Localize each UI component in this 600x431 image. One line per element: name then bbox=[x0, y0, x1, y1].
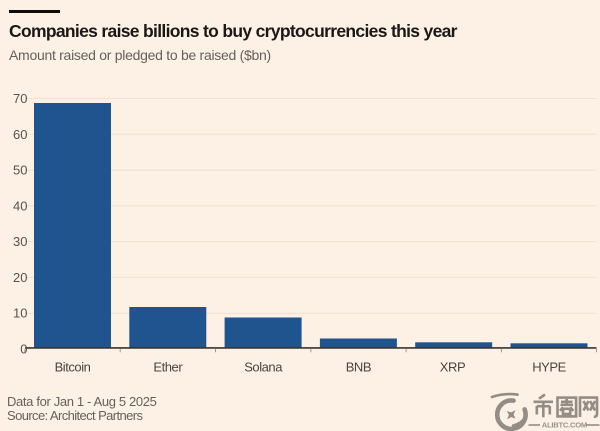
svg-text:ALIBTC.COM: ALIBTC.COM bbox=[542, 421, 587, 430]
svg-text:30: 30 bbox=[13, 234, 27, 249]
svg-text:10: 10 bbox=[13, 306, 27, 321]
svg-text:0: 0 bbox=[20, 342, 27, 357]
svg-text:Solana: Solana bbox=[244, 360, 283, 375]
svg-text:40: 40 bbox=[13, 198, 27, 213]
svg-text:50: 50 bbox=[13, 163, 27, 178]
svg-text:HYPE: HYPE bbox=[532, 360, 566, 375]
svg-text:70: 70 bbox=[13, 91, 27, 106]
svg-text:60: 60 bbox=[13, 127, 27, 142]
svg-text:BNB: BNB bbox=[346, 360, 371, 375]
svg-text:Bitcoin: Bitcoin bbox=[55, 360, 91, 375]
svg-text:Ether: Ether bbox=[153, 360, 183, 375]
svg-text:XRP: XRP bbox=[440, 360, 465, 375]
svg-text:20: 20 bbox=[13, 270, 27, 285]
